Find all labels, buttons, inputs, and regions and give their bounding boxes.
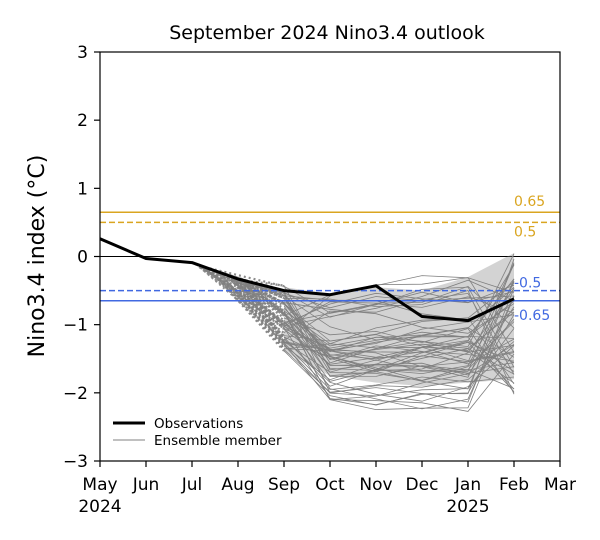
- threshold-label: -0.5: [514, 276, 541, 292]
- ensemble-member-line: [283, 295, 515, 410]
- ensemble-transition: [237, 278, 285, 344]
- ensemble-transition: [223, 273, 285, 328]
- x-tick-label: Oct: [315, 475, 345, 495]
- ensemble-member-line: [283, 338, 515, 402]
- ensemble-member-line: [283, 308, 515, 361]
- ensemble-transition: [242, 280, 285, 316]
- ensemble-member-line: [283, 303, 515, 362]
- y-tick-label: −3: [63, 452, 88, 472]
- ensemble-member-line: [283, 286, 515, 352]
- ensemble-transition: [204, 266, 285, 288]
- plot-area: 0.65 0.5 -0.5 -0.65: [99, 194, 560, 412]
- ensemble-transition: [227, 274, 285, 338]
- y-tick-label: 3: [77, 43, 88, 63]
- ensemble-member-line: [283, 258, 515, 395]
- x-tick-label: Dec: [406, 475, 439, 495]
- ensemble-member-line: [283, 335, 515, 350]
- x-tick-label: Feb: [499, 475, 529, 495]
- ensemble-member-line: [283, 277, 515, 353]
- y-tick-label: 1: [77, 179, 88, 199]
- ensemble-member-line: [283, 282, 515, 375]
- x-tick-label: Aug: [221, 475, 254, 495]
- y-tick-label: −2: [63, 384, 88, 404]
- ensemble-transition: [234, 277, 285, 317]
- chart-title: September 2024 Nino3.4 outlook: [169, 22, 485, 44]
- y-axis-label: Nino3.4 index (°C): [25, 155, 50, 358]
- y-tick-label: 2: [77, 111, 88, 131]
- x-tick-label: Jun: [132, 475, 160, 495]
- ensemble-member-line: [283, 263, 515, 387]
- ensemble-transition: [215, 270, 285, 338]
- ensemble-transition: [240, 278, 285, 287]
- legend-label: Observations: [154, 416, 243, 432]
- ensemble-member-line: [283, 317, 515, 393]
- ensemble-transition: [244, 280, 285, 343]
- x-tick-label: Jan: [454, 475, 481, 495]
- ensemble-transition: [200, 264, 285, 330]
- ensemble-member-line: [283, 288, 515, 406]
- y-tick-label: 0: [77, 248, 88, 268]
- x-tick-label: May: [82, 475, 117, 495]
- ensemble-member-line: [283, 342, 515, 390]
- ensemble-transition: [219, 271, 285, 351]
- ensemble-transition: [244, 280, 285, 313]
- ensemble-member-line: [283, 311, 515, 356]
- ensemble-members: [191, 253, 515, 412]
- ensemble-transition: [221, 272, 285, 324]
- x-tick-label: Nov: [359, 475, 392, 495]
- ensemble-member-line: [283, 334, 515, 384]
- x-tick-label: Jul: [181, 475, 203, 495]
- threshold-label: 0.65: [514, 194, 545, 210]
- ensemble-member-line: [283, 292, 515, 375]
- ensemble-member-line: [283, 343, 515, 401]
- x-tick-year: 2025: [446, 497, 489, 517]
- ensemble-transition: [226, 273, 285, 312]
- legend-label: Ensemble member: [154, 433, 282, 449]
- x-tick-label: Sep: [268, 475, 300, 495]
- observations-line: [99, 237, 515, 323]
- ensemble-transition: [194, 262, 285, 334]
- ensemble-member-line: [283, 321, 515, 381]
- ensemble-transition: [207, 267, 285, 352]
- ensemble-member-line: [283, 284, 515, 325]
- x-tick-year: 2024: [78, 497, 121, 517]
- ensemble-member-line: [283, 281, 515, 378]
- ensemble-transition: [230, 275, 285, 343]
- ensemble-member-line: [283, 281, 515, 345]
- ensemble-spread: [284, 253, 514, 387]
- ensemble-member-line: [283, 328, 515, 392]
- threshold-label: 0.5: [514, 224, 536, 240]
- ensemble-member-line: [283, 275, 515, 334]
- y-tick-label: −1: [63, 316, 88, 336]
- ensemble-member-line: [283, 264, 515, 353]
- x-tick-label: Mar: [544, 475, 576, 495]
- threshold-label: -0.65: [514, 308, 550, 324]
- ensemble-transition: [198, 264, 285, 328]
- ensemble-transition: [217, 271, 285, 345]
